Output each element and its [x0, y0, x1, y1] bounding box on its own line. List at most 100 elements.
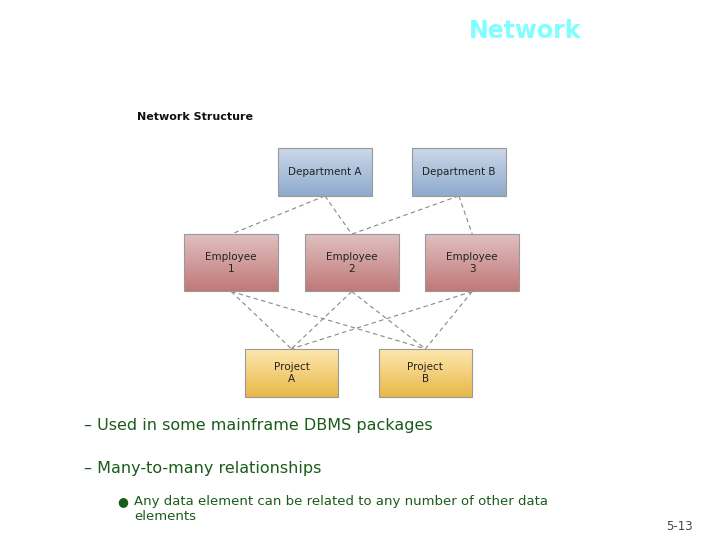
Bar	[305, 286, 399, 287]
Bar	[426, 281, 519, 283]
Bar	[305, 250, 399, 251]
Bar	[379, 376, 472, 377]
Bar	[305, 259, 399, 260]
Bar	[278, 153, 372, 154]
Bar	[278, 151, 372, 152]
Bar	[379, 380, 472, 381]
Bar	[245, 357, 338, 359]
Bar	[278, 183, 372, 184]
Bar	[412, 148, 505, 150]
Text: – Used in some mainframe DBMS packages: – Used in some mainframe DBMS packages	[84, 418, 433, 433]
Bar	[305, 248, 399, 250]
Text: Network Structure: Network Structure	[138, 112, 253, 122]
Bar	[184, 272, 278, 273]
Text: ●: ●	[117, 495, 128, 508]
Bar	[379, 351, 472, 353]
Bar	[278, 164, 372, 165]
Bar	[278, 172, 372, 173]
Bar	[379, 369, 472, 370]
Bar	[379, 383, 472, 384]
Bar	[305, 277, 399, 279]
Bar	[245, 383, 338, 384]
Bar	[245, 381, 338, 382]
Bar	[245, 373, 338, 374]
Bar	[305, 283, 399, 285]
Bar	[184, 244, 278, 246]
Bar	[379, 349, 472, 396]
Bar	[305, 255, 399, 257]
Text: Project
A: Project A	[274, 362, 310, 383]
Bar	[278, 148, 372, 196]
Bar	[426, 241, 519, 243]
Bar	[305, 288, 399, 290]
Bar	[305, 287, 399, 288]
Bar	[278, 154, 372, 156]
Bar	[245, 372, 338, 373]
Bar	[305, 274, 399, 276]
Bar	[426, 243, 519, 244]
Bar	[305, 244, 399, 246]
Bar	[412, 150, 505, 151]
Bar	[245, 389, 338, 390]
Bar	[245, 375, 338, 376]
Bar	[278, 152, 372, 153]
Bar	[379, 372, 472, 373]
Text: Department B: Department B	[422, 167, 495, 177]
Bar	[184, 234, 278, 235]
Bar	[426, 260, 519, 261]
Bar	[245, 369, 338, 370]
Bar	[426, 244, 519, 246]
Bar	[305, 270, 399, 272]
Bar	[245, 384, 338, 386]
Bar	[245, 362, 338, 363]
Bar	[305, 246, 399, 247]
Bar	[184, 246, 278, 247]
Bar	[245, 394, 338, 395]
Bar	[379, 377, 472, 379]
Bar	[184, 279, 278, 280]
Bar	[278, 165, 372, 166]
Bar	[184, 243, 278, 244]
Bar	[305, 239, 399, 240]
Bar	[412, 161, 505, 163]
Bar	[426, 253, 519, 254]
Bar	[426, 268, 519, 270]
Bar	[245, 392, 338, 393]
Bar	[184, 234, 278, 292]
Bar	[278, 160, 372, 161]
Bar	[278, 179, 372, 180]
Bar	[412, 157, 505, 158]
Bar	[412, 168, 505, 170]
Bar	[184, 263, 278, 264]
Bar	[245, 380, 338, 381]
Bar	[412, 154, 505, 156]
Bar	[305, 237, 399, 239]
Bar	[305, 272, 399, 273]
Bar	[379, 390, 472, 392]
Bar	[278, 192, 372, 193]
Text: Employee
3: Employee 3	[446, 252, 498, 274]
Bar	[412, 165, 505, 166]
Text: Project
B: Project B	[408, 362, 444, 383]
Bar	[184, 259, 278, 260]
Bar	[278, 173, 372, 174]
Bar	[412, 181, 505, 183]
Bar	[305, 241, 399, 243]
Bar	[426, 274, 519, 276]
Bar	[305, 240, 399, 241]
Bar	[245, 393, 338, 394]
Bar	[379, 355, 472, 356]
Bar	[184, 255, 278, 257]
Bar	[305, 285, 399, 286]
Bar	[278, 186, 372, 187]
Bar	[184, 237, 278, 239]
Bar	[412, 183, 505, 184]
Bar	[245, 374, 338, 375]
Bar	[379, 353, 472, 354]
Bar	[426, 283, 519, 285]
Bar	[184, 283, 278, 285]
Bar	[412, 170, 505, 171]
Bar	[379, 349, 472, 350]
Bar	[379, 370, 472, 372]
Bar	[305, 243, 399, 244]
